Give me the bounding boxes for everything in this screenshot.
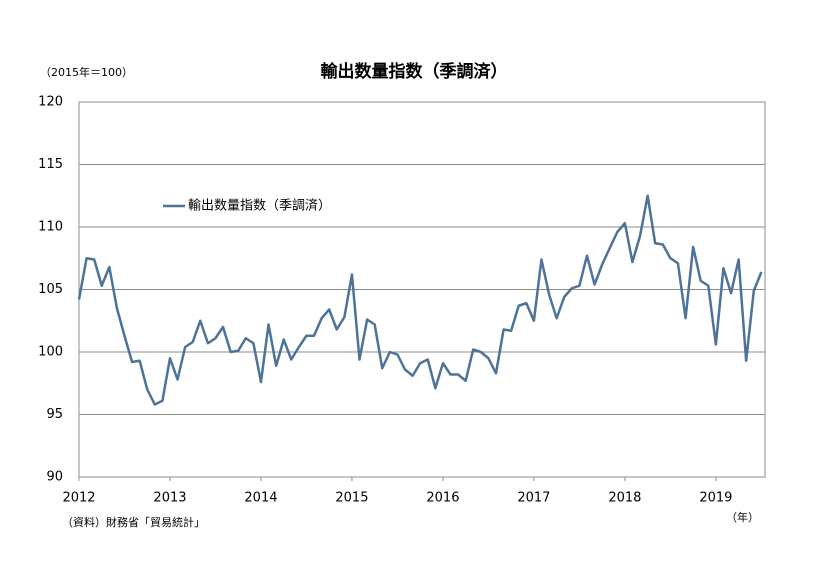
x-tick-label: 2015 — [335, 491, 368, 506]
plot-border — [78, 101, 766, 478]
y-tick-label: 90 — [46, 470, 63, 485]
chart-title: 輸出数量指数（季調済） — [321, 61, 508, 82]
x-tick-label: 2014 — [244, 491, 277, 506]
y-tick-label: 110 — [38, 220, 63, 235]
y-tick-label: 105 — [38, 282, 63, 297]
x-unit: （年） — [726, 510, 759, 524]
x-tick-label: 2018 — [608, 491, 641, 506]
x-tick-label: 2016 — [426, 491, 459, 506]
legend-label: 輸出数量指数（季調済） — [188, 198, 331, 214]
x-tick-label: 2013 — [153, 491, 186, 506]
y-unit: （2015年＝100） — [40, 65, 133, 79]
data-line — [77, 194, 763, 406]
y-tick-label: 120 — [38, 95, 63, 110]
x-tick-label: 2017 — [517, 491, 550, 506]
y-tick-label: 115 — [38, 157, 63, 172]
x-tick-label: 2012 — [62, 491, 95, 506]
y-tick-label: 95 — [46, 407, 63, 422]
x-tick-label: 2019 — [699, 491, 732, 506]
y-tick-label: 100 — [38, 345, 63, 360]
source: （資料）財務省「貿易統計」 — [62, 515, 205, 529]
